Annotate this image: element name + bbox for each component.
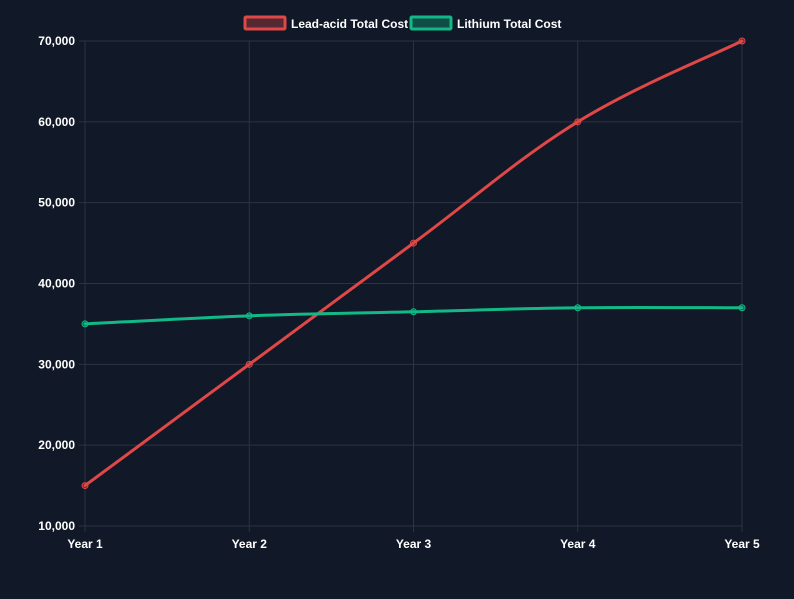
data-point[interactable] [245,312,253,320]
data-point[interactable] [81,320,89,328]
series-layer [81,37,746,490]
data-point[interactable] [574,304,582,312]
data-point[interactable] [738,37,746,45]
y-tick-label: 20,000 [38,438,75,452]
x-tick-label: Year 1 [67,537,103,551]
legend-label: Lithium Total Cost [457,17,561,31]
data-point[interactable] [410,239,417,247]
legend-label: Lead-acid Total Cost [291,17,408,31]
y-tick-label: 10,000 [38,519,75,533]
y-tick-label: 70,000 [38,34,75,48]
y-tick-label: 30,000 [38,357,75,371]
series-line [83,305,744,326]
data-point[interactable] [81,482,89,490]
legend-swatch [243,15,287,31]
axis-layer: 10,000 20,000 30,000 40,000 50,000 60,000 70,0… [38,34,760,551]
x-tick-label: Year 5 [724,537,760,551]
x-tick-label: Year 3 [396,537,432,551]
grid-layer [79,40,743,532]
x-tick-label: Year 2 [232,537,268,551]
legend-item-lithium[interactable]: Lithium Total Cost [409,15,561,31]
data-point[interactable] [410,308,417,316]
y-tick-label: 40,000 [38,277,75,291]
series-lead-acid [81,37,746,490]
data-point[interactable] [738,304,746,312]
legend-swatch [409,15,453,31]
y-tick-label: 50,000 [38,196,75,210]
data-point[interactable] [574,118,582,126]
legend-item-lead-acid[interactable]: Lead-acid Total Cost [243,15,408,31]
legend[interactable]: Lead-acid Total Cost Lithium Total Cost [243,15,561,31]
x-tick-label: Year 4 [560,537,596,551]
data-point[interactable] [245,360,253,368]
y-tick-label: 60,000 [38,115,75,129]
series-lithium [81,304,746,328]
series-line [83,39,744,488]
